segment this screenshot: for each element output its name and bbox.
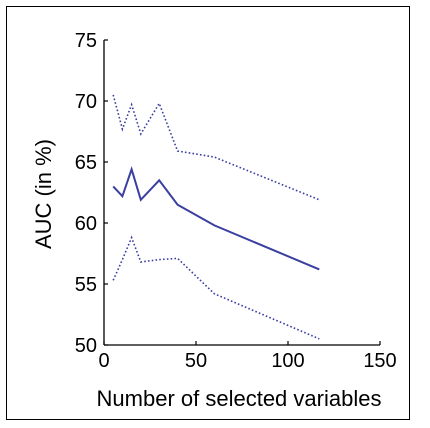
x-tick-label: 0: [98, 350, 109, 372]
y-tick-label: 50: [75, 335, 97, 357]
x-tick-label: 100: [271, 350, 304, 372]
series-line-auc-lower: [112, 235, 320, 340]
figure-frame: [6, 6, 410, 420]
x-axis-title: Number of selected variables: [97, 386, 382, 411]
y-axis-title: AUC (in %): [31, 139, 56, 249]
series-line-auc-mean: [112, 166, 320, 271]
y-tick-label: 60: [75, 213, 97, 235]
x-tick-label: 150: [363, 350, 396, 372]
series-line-auc-upper: [112, 94, 320, 201]
y-tick-label: 70: [75, 91, 97, 113]
x-tick-label: 50: [185, 350, 207, 372]
series-layer: [112, 94, 320, 340]
axes: [103, 40, 380, 346]
y-tick-label: 75: [75, 30, 97, 52]
y-tick-label: 65: [75, 152, 97, 174]
y-tick-label: 55: [75, 274, 97, 296]
